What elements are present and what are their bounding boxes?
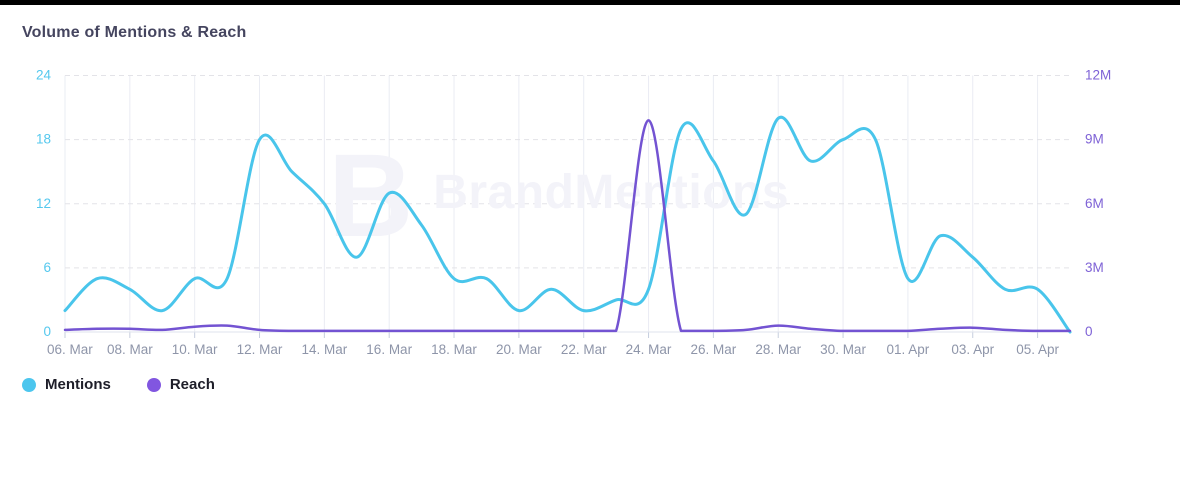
x-axis-label: 22. Mar <box>561 342 607 357</box>
legend-item-mentions[interactable]: Mentions <box>22 376 111 393</box>
legend-label-mentions: Mentions <box>45 376 111 393</box>
x-axis-label: 06. Mar <box>47 342 93 357</box>
reach-dot-icon <box>146 377 161 392</box>
chart-legend: Mentions Reach <box>22 376 215 393</box>
top-bar <box>0 0 1180 5</box>
mentions-line <box>63 115 1072 334</box>
x-axis-label: 12. Mar <box>237 342 283 357</box>
left-axis-label: 18 <box>36 132 51 147</box>
right-axis-label: 9M <box>1085 132 1104 147</box>
x-axis-label: 30. Mar <box>820 342 866 357</box>
reach-line <box>63 119 1072 333</box>
x-axis-label: 16. Mar <box>366 342 412 357</box>
x-axis-label: 10. Mar <box>172 342 218 357</box>
x-axis-label: 08. Mar <box>107 342 153 357</box>
right-axis-label: 12M <box>1085 68 1111 83</box>
x-axis-label: 01. Apr <box>887 342 930 357</box>
right-axis-label: 6M <box>1085 196 1104 211</box>
x-axis-label: 26. Mar <box>690 342 736 357</box>
chart-series-layer <box>63 115 1072 334</box>
x-axis-label: 28. Mar <box>755 342 801 357</box>
left-axis-label: 12 <box>36 196 51 211</box>
legend-item-reach[interactable]: Reach <box>146 376 215 393</box>
legend-label-reach: Reach <box>169 376 215 393</box>
x-axis-label: 05. Apr <box>1016 342 1059 357</box>
chart-title: Volume of Mentions & Reach <box>22 24 247 41</box>
right-axis-label: 0 <box>1085 324 1093 339</box>
right-axis-label: 3M <box>1085 260 1104 275</box>
left-axis-label: 24 <box>36 68 52 83</box>
x-axis-label: 14. Mar <box>301 342 347 357</box>
left-axis-label: 0 <box>43 324 51 339</box>
x-axis-label: 20. Mar <box>496 342 542 357</box>
x-axis-label: 03. Apr <box>951 342 994 357</box>
chart-grid-layer: 06. Mar 08. Mar 10. Mar 12. Mar 14. Mar 16. M… <box>36 68 1111 358</box>
x-axis-label: 18. Mar <box>431 342 477 357</box>
x-axis-label: 24. Mar <box>626 342 672 357</box>
left-axis-label: 6 <box>43 260 51 275</box>
mentions-dot-icon <box>22 377 36 392</box>
